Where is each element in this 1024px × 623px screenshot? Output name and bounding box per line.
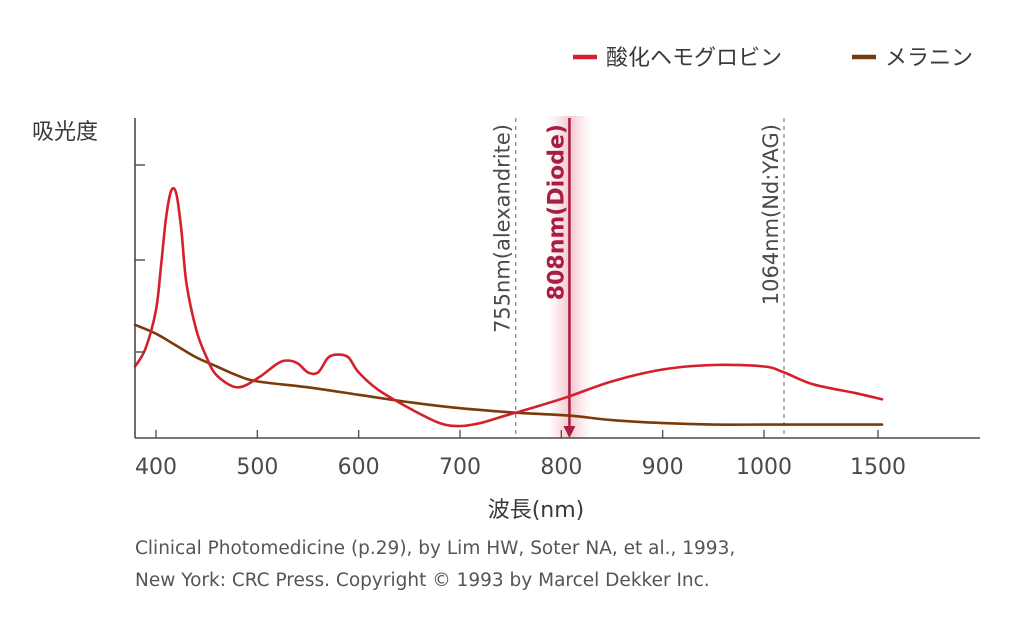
marker-label-808: 808nm(Diode) xyxy=(544,124,569,300)
legend-item: メラニン xyxy=(852,46,973,71)
x-tick-label: 900 xyxy=(642,455,684,480)
x-tick-label: 700 xyxy=(439,455,481,480)
y-axis-label: 吸光度 xyxy=(32,120,98,145)
x-tick-label: 800 xyxy=(540,455,582,480)
citation-line-2: New York: CRC Press. Copyright © 1993 by… xyxy=(135,570,710,591)
citation-line-1: Clinical Photomedicine (p.29), by Lim HW… xyxy=(135,538,736,559)
series-line-1 xyxy=(133,323,884,426)
legend-item: 酸化ヘモグロビン xyxy=(573,46,782,71)
x-tick-label: 500 xyxy=(236,455,278,480)
absorption-chart: 755nm(alexandrite) 808nm(Diode) 1064nm(Nd:… xyxy=(32,46,980,523)
x-tick-label: 400 xyxy=(135,455,177,480)
x-tick-label: 600 xyxy=(338,455,380,480)
legend-label: メラニン xyxy=(885,46,973,71)
x-tick-label: 1500 xyxy=(850,455,906,480)
arrow-down-icon xyxy=(563,426,576,438)
x-axis-label: 波長(nm) xyxy=(488,498,585,523)
legend-label: 酸化ヘモグロビン xyxy=(606,46,782,71)
marker-label-755: 755nm(alexandrite) xyxy=(491,124,515,333)
x-tick-label: 1000 xyxy=(736,455,792,480)
series-line-0 xyxy=(133,186,884,428)
marker-label-1064: 1064nm(Nd:YAG) xyxy=(759,124,783,305)
